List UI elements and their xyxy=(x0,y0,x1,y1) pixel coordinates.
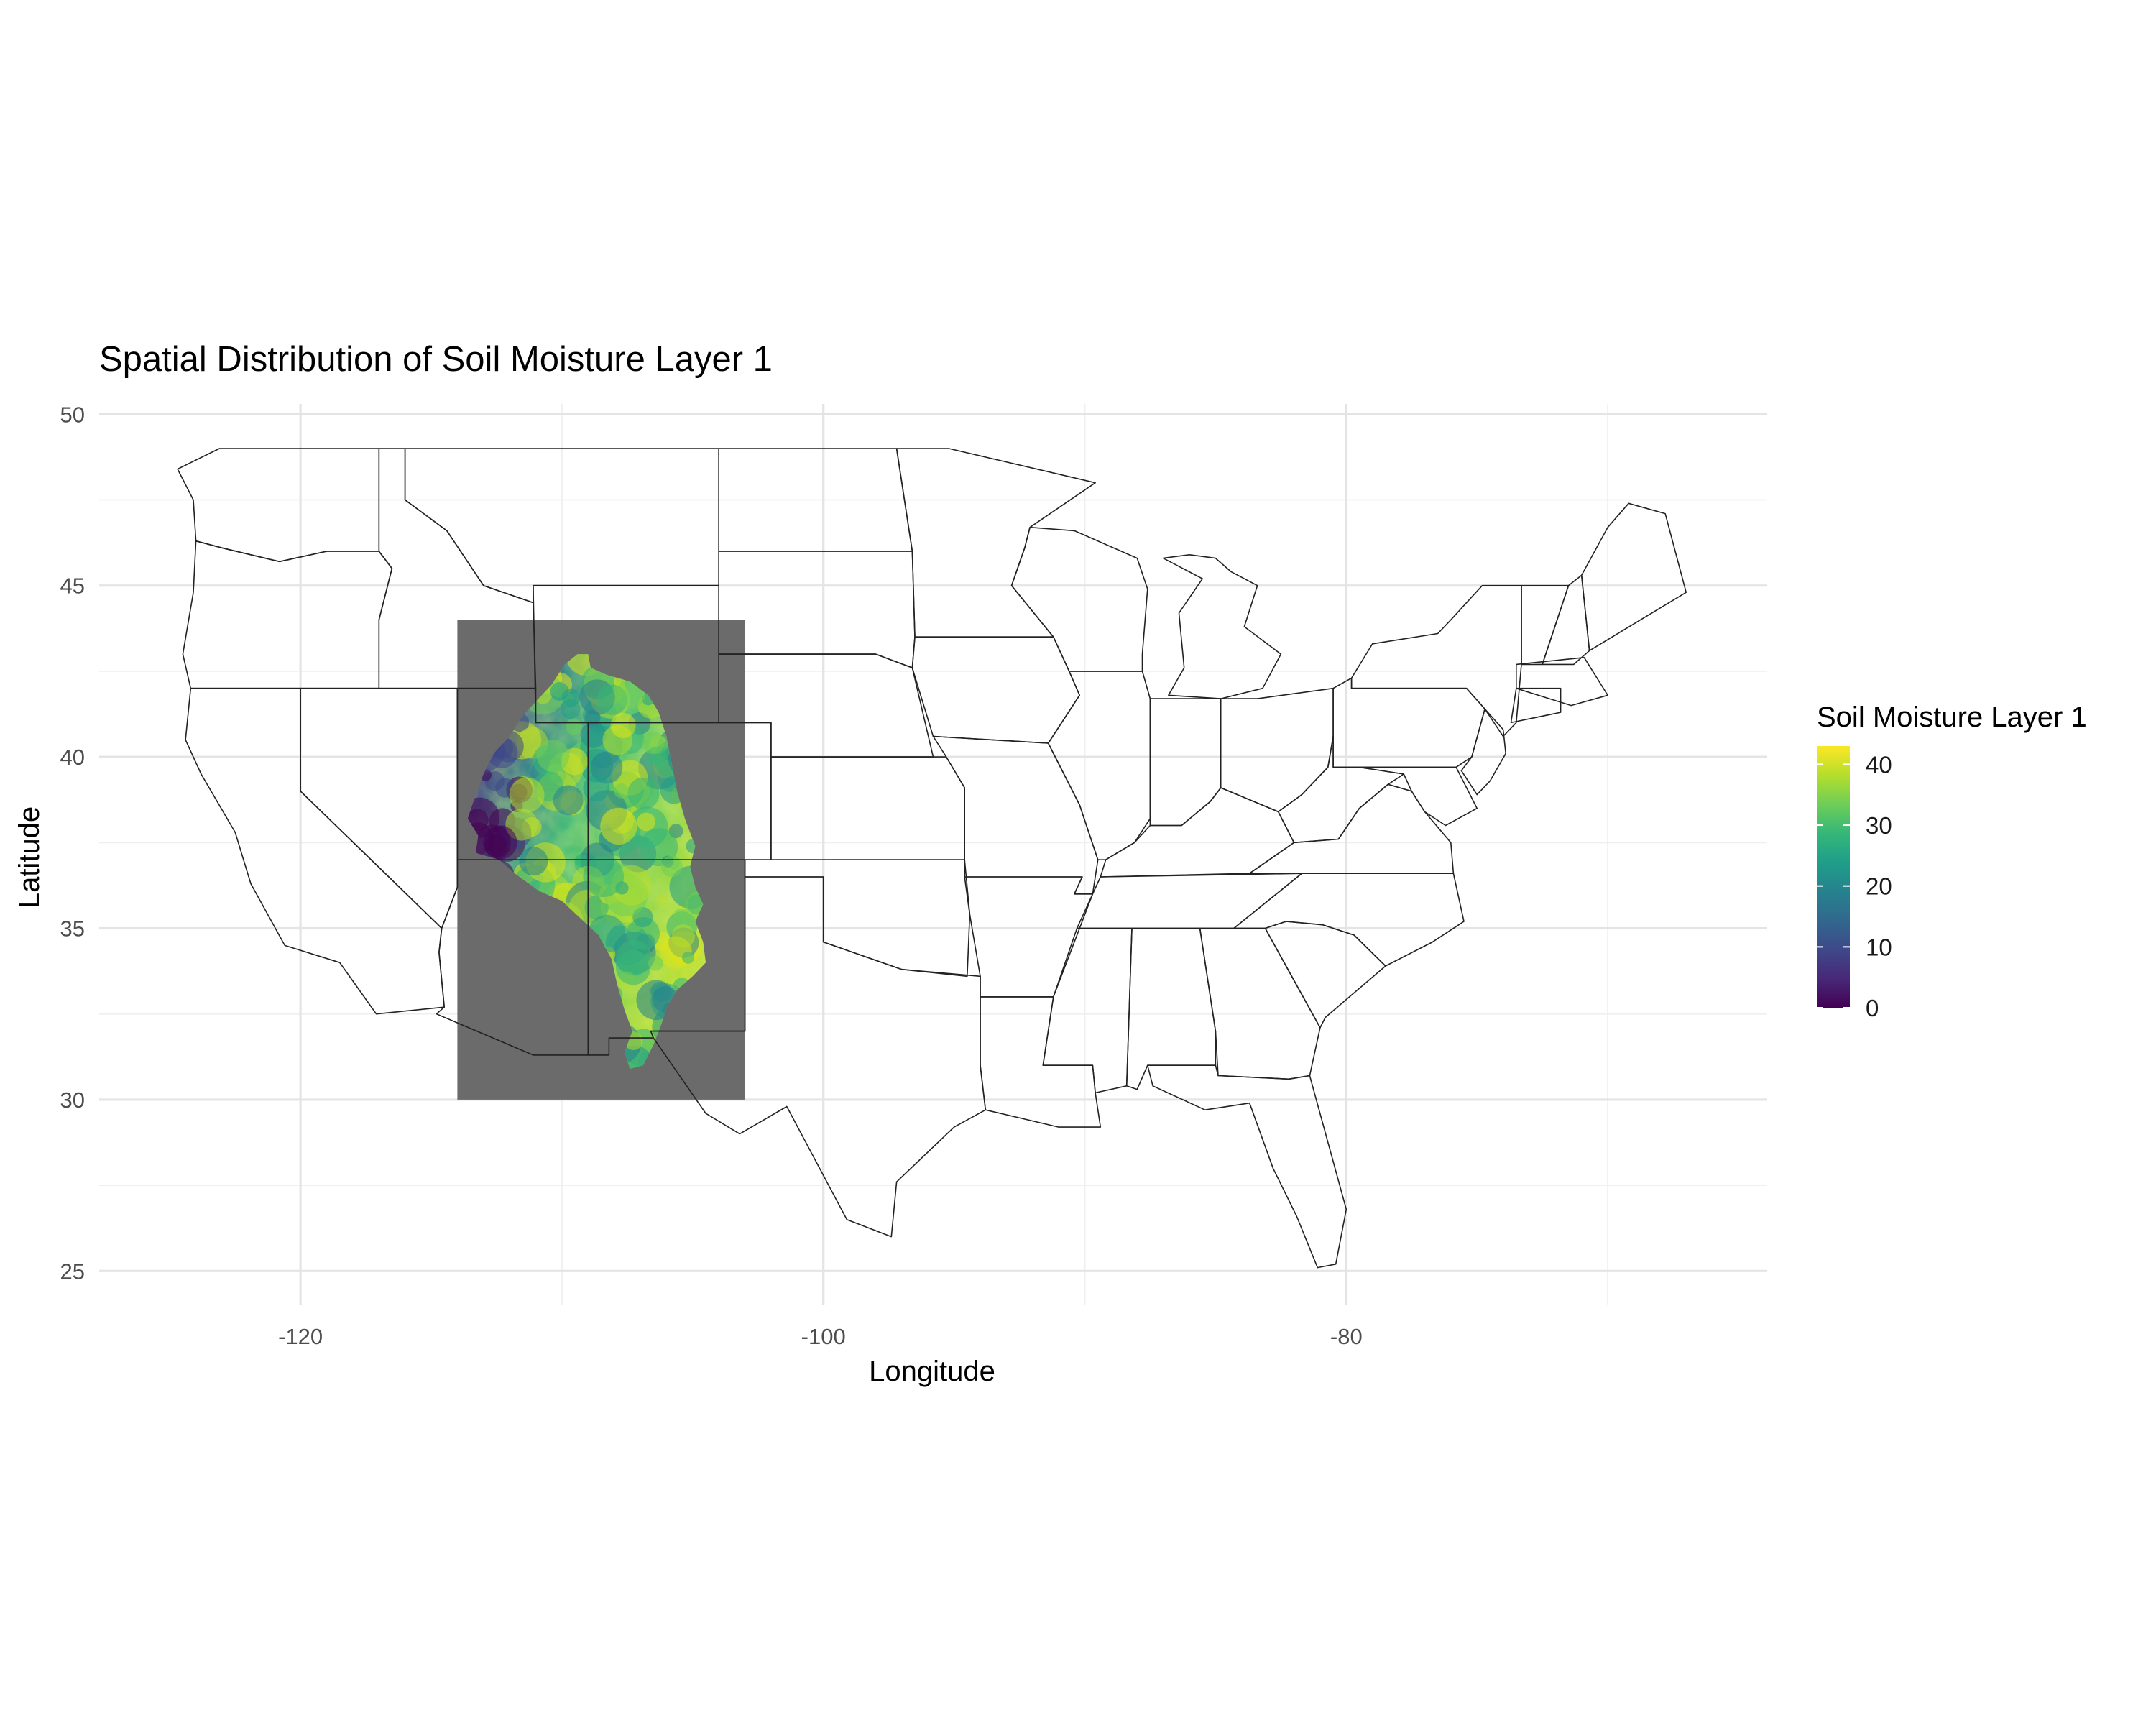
state-ms xyxy=(1042,927,1133,1094)
moisture-patch xyxy=(610,712,636,738)
moisture-patch xyxy=(600,807,637,845)
x-axis-ticks: -120 -100 -80 xyxy=(278,1324,1363,1349)
moisture-patch xyxy=(656,893,668,906)
state-ne xyxy=(718,653,934,758)
state-mi xyxy=(1162,554,1282,699)
state-tx xyxy=(650,876,987,1238)
state-il xyxy=(1047,671,1151,860)
moisture-patch xyxy=(627,777,660,810)
state-wi xyxy=(1010,526,1148,672)
state-ks xyxy=(770,756,965,860)
moisture-patch xyxy=(681,951,695,964)
moisture-patch xyxy=(566,718,583,735)
moisture-patch xyxy=(673,908,688,923)
state-wv xyxy=(1277,735,1405,844)
moisture-patch xyxy=(509,777,545,813)
state-ny xyxy=(1350,584,1522,737)
state-vt xyxy=(1521,584,1570,666)
y-axis-label: Latitude xyxy=(14,806,45,908)
state-fl xyxy=(1147,1064,1348,1269)
state-sc xyxy=(1264,921,1386,1029)
state-ky xyxy=(1100,787,1295,878)
color-legend: Soil Moisture Layer 1 0 10 20 30 40 xyxy=(1817,702,2087,1021)
state-ct xyxy=(1510,687,1562,724)
moisture-patch xyxy=(519,847,548,876)
y-tick-label: 35 xyxy=(60,916,85,942)
moisture-patch xyxy=(642,732,665,755)
legend-color-bar xyxy=(1817,746,1850,1008)
y-tick-label: 30 xyxy=(60,1087,85,1113)
y-tick-label: 40 xyxy=(60,745,85,770)
grid-lines xyxy=(99,404,1767,1305)
moisture-patch xyxy=(637,812,655,832)
state-mo xyxy=(932,735,1099,895)
moisture-patch xyxy=(556,887,571,901)
moisture-patch xyxy=(537,740,570,773)
moisture-patch xyxy=(575,854,588,868)
moisture-patch xyxy=(474,824,511,862)
moisture-patch xyxy=(627,916,660,950)
y-tick-label: 50 xyxy=(60,402,85,427)
legend-tick-label: 30 xyxy=(1866,812,1892,839)
state-la xyxy=(980,996,1102,1128)
state-md xyxy=(1358,766,1478,827)
x-axis-label: Longitude xyxy=(869,1356,995,1387)
us-state-boundaries xyxy=(177,448,1687,1269)
moisture-patch xyxy=(671,924,695,948)
moisture-patch xyxy=(553,785,584,816)
x-tick-label: -80 xyxy=(1330,1324,1363,1349)
state-ga xyxy=(1199,927,1321,1080)
state-nj xyxy=(1460,708,1506,796)
moisture-patch xyxy=(660,855,683,878)
moisture-patch xyxy=(615,949,651,985)
state-nc xyxy=(1233,873,1465,967)
state-ca xyxy=(185,687,445,1015)
legend-title: Soil Moisture Layer 1 xyxy=(1817,702,2087,733)
state-me xyxy=(1580,502,1687,652)
chart-title: Spatial Distribution of Soil Moisture La… xyxy=(99,340,773,379)
state-mn xyxy=(895,448,1096,638)
x-tick-label: -100 xyxy=(801,1324,846,1349)
state-nv xyxy=(300,687,459,929)
state-in xyxy=(1149,698,1222,827)
y-tick-label: 25 xyxy=(60,1259,85,1284)
moisture-patch xyxy=(583,775,610,802)
state-va xyxy=(1248,783,1455,874)
state-sd xyxy=(718,551,916,668)
state-pa xyxy=(1332,677,1485,768)
state-nh xyxy=(1542,574,1590,666)
state-or xyxy=(182,540,393,689)
legend-tick-label: 40 xyxy=(1866,751,1892,778)
moisture-patch xyxy=(648,955,663,971)
legend-tick-label: 0 xyxy=(1866,995,1879,1021)
y-axis-ticks: 50 45 40 35 30 25 xyxy=(60,402,85,1284)
moisture-patch xyxy=(584,709,601,726)
legend-tick-label: 10 xyxy=(1866,934,1892,960)
state-ma xyxy=(1516,657,1608,707)
state-oh xyxy=(1220,687,1334,813)
x-tick-label: -120 xyxy=(278,1324,323,1349)
legend-tick-label: 20 xyxy=(1866,873,1892,900)
legend-ticks: 0 10 20 30 40 xyxy=(1817,751,1892,1021)
moisture-patch xyxy=(550,682,569,702)
moisture-patch xyxy=(583,856,625,898)
moisture-patch xyxy=(614,783,629,799)
state-ia xyxy=(911,636,1080,744)
y-tick-label: 45 xyxy=(60,574,85,599)
